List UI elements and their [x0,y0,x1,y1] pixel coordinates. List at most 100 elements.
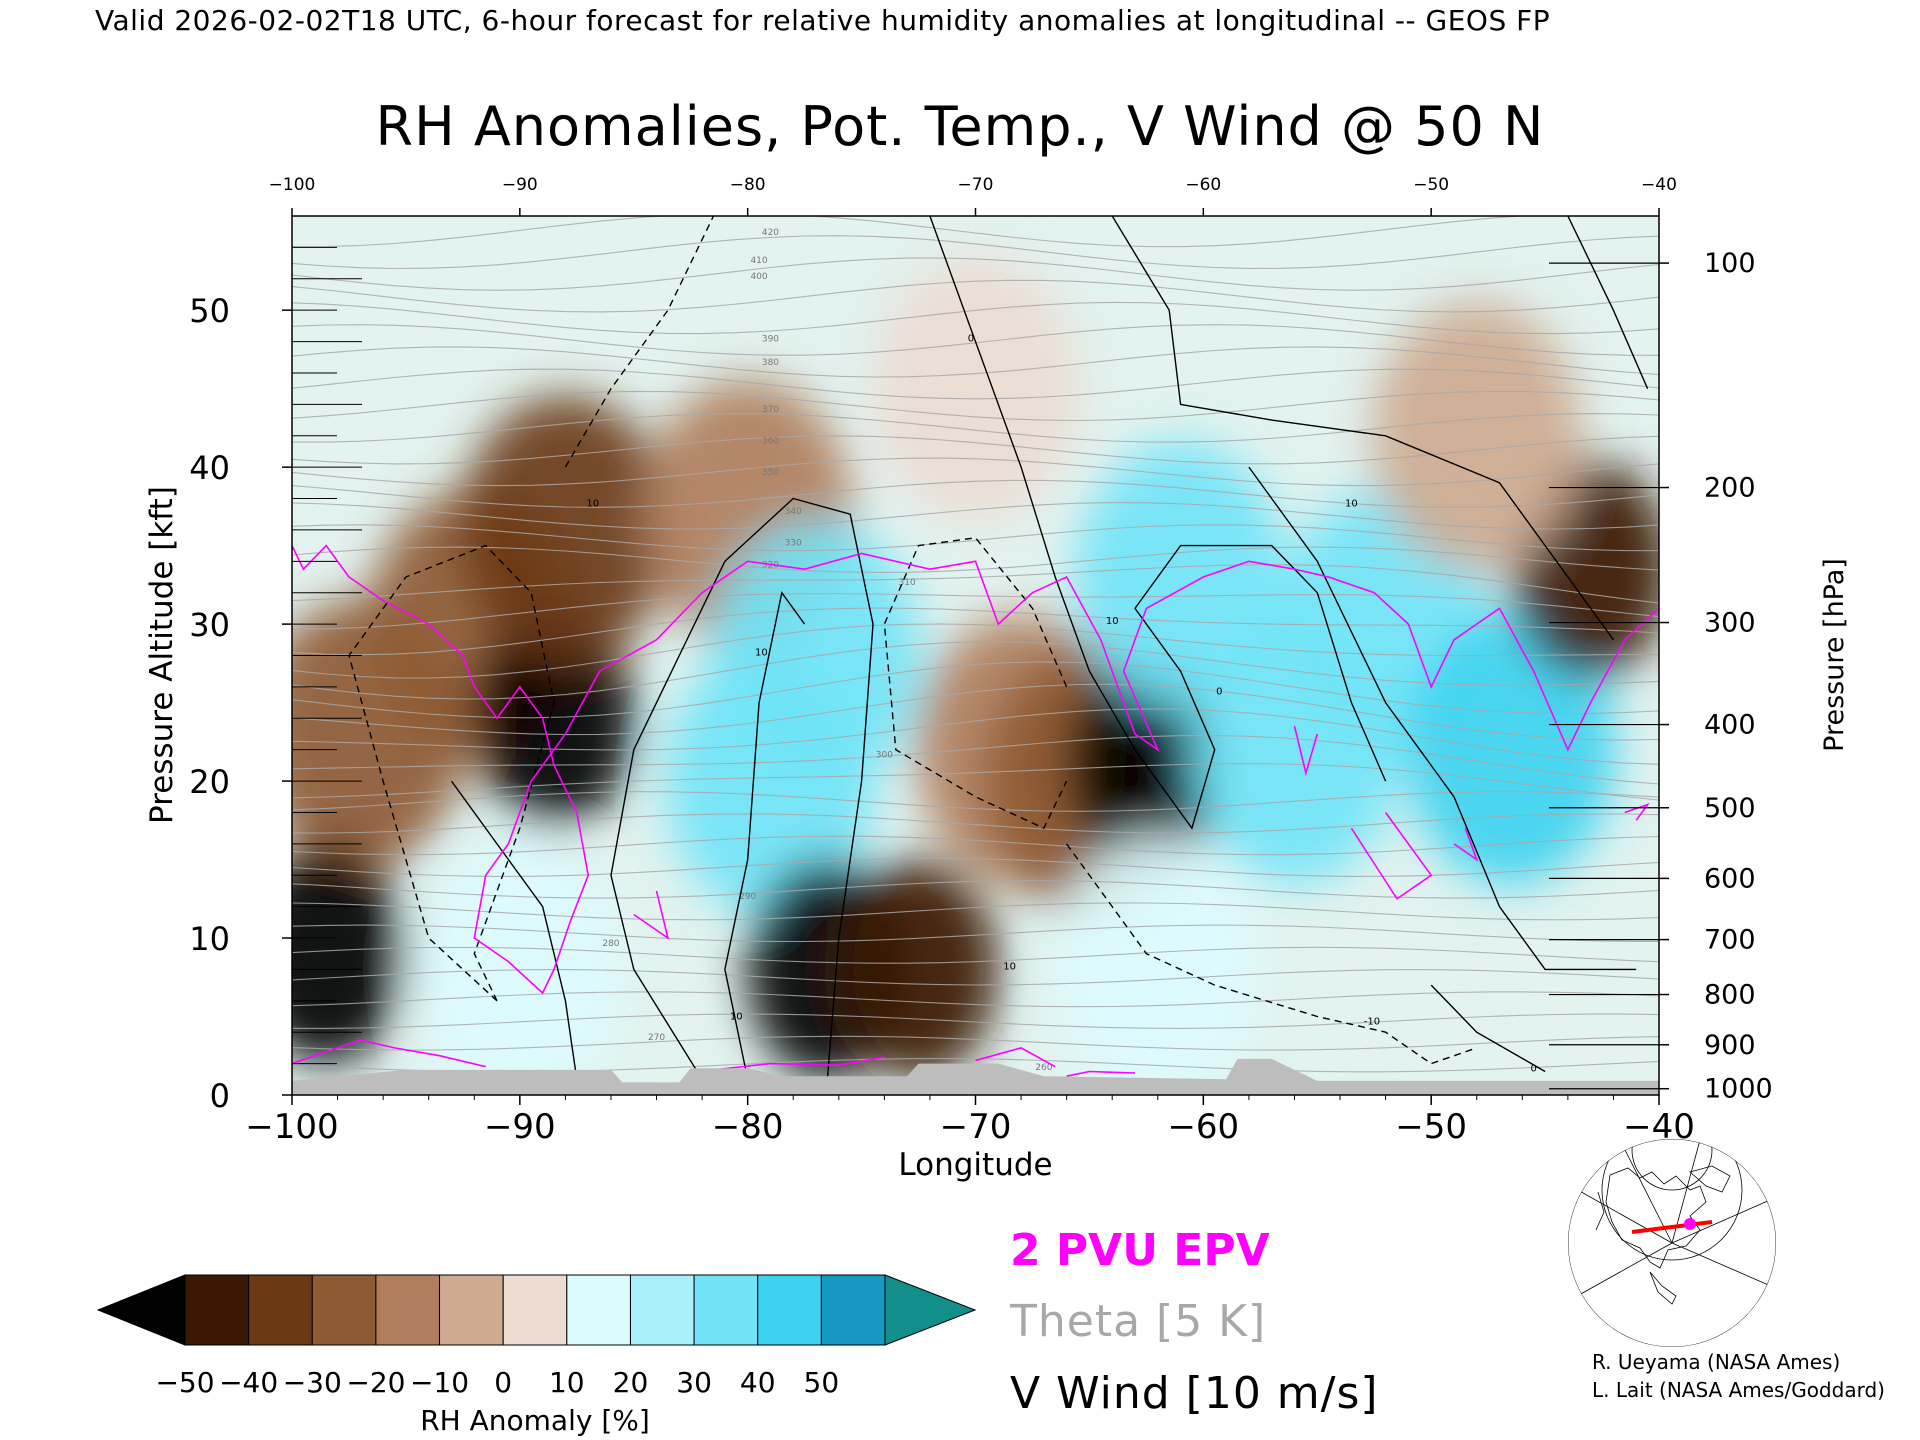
colorbar-tick-label: 40 [740,1366,776,1399]
vwind-contour [1430,984,1546,1073]
theta-contour [292,623,1659,679]
colorbar-tick-label: 50 [804,1366,840,1399]
theta-contour [292,791,1659,812]
theta-contour [292,902,1659,921]
epv-contour [1293,725,1319,777]
pressure-tick-label: 100 [1704,248,1756,279]
rh-blob [1405,614,1616,885]
vwind-label: 0 [1216,687,1222,698]
vwind-label: 10 [1003,961,1016,972]
top-tick-label: −40 [1641,175,1677,195]
colorbar-bin [184,1274,250,1346]
theta-contour [292,346,1659,378]
x-tick-label: −80 [712,1107,784,1147]
legend-epv: 2 PVU EPV [1010,1225,1270,1276]
legend-theta: Theta [5 K] [1010,1296,1267,1347]
colorbar-over-arrow [884,1274,977,1346]
colorbar-under-arrow [96,1274,186,1346]
theta-contour [292,216,1530,248]
vwind-label: 10 [730,1012,743,1023]
colorbar-tick-label: −50 [155,1366,214,1399]
pressure-tick-label: 300 [1704,608,1756,639]
theta-label: 280 [602,939,619,949]
top-tick-label: −60 [1185,175,1221,195]
colorbar-label: RH Anomaly [%] [420,1404,650,1437]
theta-label: 400 [750,272,767,282]
theta-contour [292,641,1659,700]
theta-contour [292,661,1659,719]
theta-label: 340 [785,507,802,517]
colorbar-tick-label: −20 [346,1366,405,1399]
theta-contour [292,257,1659,291]
top-tick-label: −70 [958,175,994,195]
theta-label: 320 [762,561,779,571]
header-text: Valid 2026-02-02T18 UTC, 6-hour forecast… [95,4,1551,37]
chart-title: RH Anomalies, Pot. Temp., V Wind @ 50 N [375,95,1545,158]
theta-contour [292,413,1659,443]
x-tick-label: −40 [1623,1107,1695,1147]
pressure-tick-label: 500 [1704,793,1756,824]
colorbar-tick-label: −10 [410,1366,469,1399]
theta-contour [292,593,1659,630]
colorbar-bin [693,1274,759,1346]
theta-contour [292,502,1659,530]
theta-label: 390 [762,335,779,345]
pressure-tick-label: 900 [1704,1030,1756,1061]
epv-contour [975,1047,1056,1068]
colorbar-tick-label: −30 [283,1366,342,1399]
pressure-tick-label: 600 [1704,863,1756,894]
colorbar-bin [439,1274,504,1346]
colorbar-bin [820,1274,886,1346]
y-tick-label: 0 [210,1077,230,1115]
theta-contour [292,708,1659,765]
x-tick-label: −70 [940,1107,1012,1147]
rh-blob [292,843,407,1064]
vwind-contour [1248,466,1637,971]
epv-contour [1453,827,1479,862]
rh-blob [838,859,999,1080]
vwind-label: -10 [1364,1016,1380,1027]
vwind-contours: 0 10 10 10 0 10 -10 10 0 10 [348,216,1649,1080]
vwind-contour [1111,216,1614,641]
y-tick-label: 40 [189,449,230,487]
theta-label: 420 [762,228,779,238]
terrain [292,1058,1659,1095]
colorbar-tick-label: −40 [219,1366,278,1399]
y-tick-label: 20 [189,763,230,801]
epv-contour [292,544,1659,1077]
theta-label: 310 [899,578,916,588]
theta-contour [292,1035,1659,1051]
epv-contour [292,544,1659,995]
x-tick-label: −90 [484,1107,556,1147]
theta-contour [292,368,1659,400]
axes: −100 −100 −90 −90 −80 −80 −70 −70 −60 −60 −50 −50 −4… [144,175,1850,1183]
theta-label: 410 [750,256,767,266]
vwind-contour [1066,843,1477,1065]
vwind-contour [883,537,1068,830]
credit-line-1: R. Ueyama (NASA Ames) [1592,1350,1841,1374]
vwind-contour [1567,216,1649,389]
theta-label: 270 [648,1033,665,1043]
colorbar-bin [375,1274,441,1346]
theta-contour [292,607,1659,656]
y-tick-label: 10 [189,920,230,958]
colorbar-bin [629,1274,695,1346]
vwind-contour [929,216,1387,830]
colorbar-bin [757,1274,822,1346]
theta-label: 330 [785,539,802,549]
epv-contour [713,1056,885,1071]
colorbar-tick-label: 30 [676,1366,712,1399]
theta-contour [292,564,1659,604]
colorbar-bin [248,1274,313,1346]
credit-line-2: L. Lait (NASA Ames/Goddard) [1592,1378,1885,1402]
theta-label: 360 [762,437,779,447]
top-tick-label: −50 [1413,175,1449,195]
theta-contour [292,683,1659,741]
vwind-label: 10 [586,498,599,509]
rh-blob [1052,834,1263,1095]
theta-contour [292,301,1659,335]
theta-label: 370 [762,405,779,415]
x-tick-label: −60 [1167,1107,1239,1147]
theta-contour [292,991,1659,1008]
